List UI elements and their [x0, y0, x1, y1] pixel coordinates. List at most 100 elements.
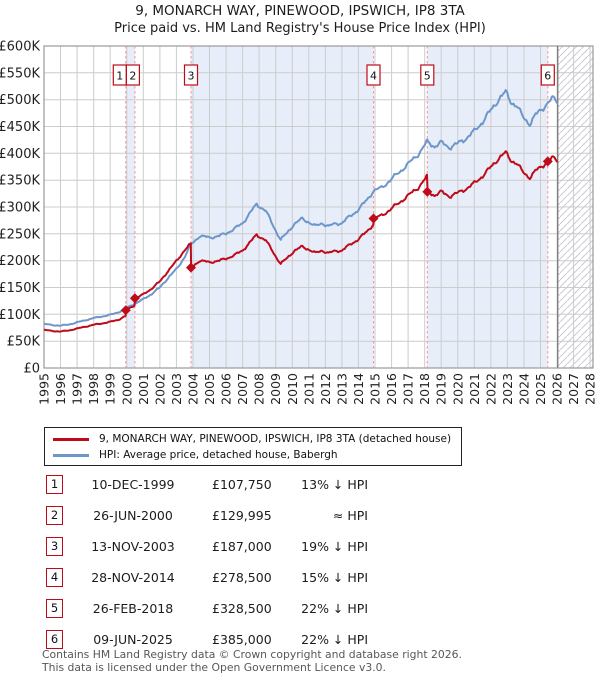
legend-item-price: 9, MONARCH WAY, PINEWOOD, IPSWICH, IP8 3…	[45, 431, 461, 447]
sale-price: £328,500	[212, 601, 272, 616]
sale-point-marker	[368, 213, 379, 224]
sale-number-badge: 1	[46, 475, 63, 494]
sale-marker-number: 4	[370, 70, 377, 83]
x-axis-tick-label: 2027	[566, 373, 581, 405]
y-axis-tick-label: £600K	[0, 40, 40, 55]
x-axis-tick-label: 2015	[368, 373, 383, 405]
sale-point-marker	[120, 305, 131, 316]
hpi-line-swatch	[53, 453, 89, 457]
x-axis-tick-label: 2002	[152, 373, 167, 405]
sale-vs-hpi: 19% ↓ HPI	[301, 539, 368, 554]
sale-row-4: 4 28-NOV-2014 £278,500 15% ↓ HPI	[0, 568, 600, 587]
sale-point-marker	[542, 156, 553, 167]
sale-date: 26-JUN-2000	[93, 508, 173, 523]
price-chart: 1 2 3 4 5 6 £0 £50K £100K £150K £200K £250K £300K £35…	[0, 40, 598, 405]
sale-row-2: 2 26-JUN-2000 £129,995 ≈ HPI	[0, 506, 600, 525]
sale-marker-box	[366, 64, 381, 86]
sale-point-marker	[422, 186, 433, 197]
sale-point-marker	[186, 262, 196, 273]
x-axis-tick-label: 2021	[467, 373, 482, 405]
x-axis-tick-label: 2013	[334, 373, 349, 405]
y-axis-tick-label: £50K	[7, 335, 41, 350]
x-axis-tick-label: 2023	[500, 373, 515, 405]
chart-svg: 1 2 3 4 5 6 £0 £50K £100K £150K £200K £250K £300K £35…	[0, 40, 598, 405]
y-axis-tick-label: £200K	[0, 254, 40, 269]
x-axis-tick-label: 2004	[186, 373, 201, 405]
y-axis-tick-label: £400K	[0, 147, 40, 162]
sale-vs-hpi: 13% ↓ HPI	[301, 477, 368, 492]
sale-marker-box	[125, 64, 141, 86]
sale-vs-hpi: ≈ HPI	[332, 508, 368, 523]
sale-number-badge: 6	[46, 630, 63, 649]
sale-number-badge: 3	[46, 537, 63, 556]
sale-marker-box	[420, 64, 435, 86]
x-axis-tick-label: 2009	[268, 373, 283, 405]
y-axis-tick-label: £300K	[0, 201, 40, 216]
y-axis-tick-label: £0	[23, 362, 40, 377]
footer-line-2: This data is licensed under the Open Gov…	[42, 660, 386, 674]
sale-row-5: 5 26-FEB-2018 £328,500 22% ↓ HPI	[0, 599, 600, 618]
x-axis-tick-label: 2028	[583, 373, 598, 405]
sale-row-6: 6 09-JUN-2025 £385,000 22% ↓ HPI	[0, 630, 600, 649]
sale-marker-number: 1	[116, 70, 123, 83]
x-axis-tick-label: 2022	[483, 373, 498, 405]
sale-marker-number: 2	[129, 70, 136, 83]
x-axis-tick-label: 2007	[235, 373, 250, 405]
x-axis-tick-label: 2016	[384, 373, 399, 405]
sale-date: 28-NOV-2014	[91, 570, 175, 585]
sale-row-3: 3 13-NOV-2003 £187,000 19% ↓ HPI	[0, 537, 600, 556]
x-axis-tick-label: 1996	[53, 373, 68, 405]
sale-number-badge: 2	[46, 506, 63, 525]
sale-vs-hpi: 22% ↓ HPI	[301, 601, 368, 616]
sale-price: £107,750	[212, 477, 272, 492]
sale-price: £278,500	[212, 570, 272, 585]
hpi-line-label: HPI: Average price, detached house, Babe…	[99, 449, 338, 461]
chart-legend: 9, MONARCH WAY, PINEWOOD, IPSWICH, IP8 3…	[44, 427, 462, 466]
sale-marker-number: 5	[424, 70, 431, 83]
x-axis-tick-label: 2018	[417, 373, 432, 405]
x-axis-tick-label: 2012	[318, 373, 333, 405]
x-axis-tick-label: 2011	[301, 373, 316, 405]
footer-line-1: Contains HM Land Registry data © Crown c…	[42, 648, 462, 661]
sale-date: 10-DEC-1999	[91, 477, 175, 492]
sale-number-badge: 5	[46, 599, 63, 618]
x-axis-tick-label: 2010	[285, 373, 300, 405]
x-axis-tick-label: 2006	[219, 373, 234, 405]
x-axis-tick-label: 1999	[103, 373, 118, 405]
x-axis-tick-label: 2014	[351, 373, 366, 405]
page-subtitle: Price paid vs. HM Land Registry's House …	[114, 21, 486, 36]
sale-row-1: 1 10-DEC-1999 £107,750 13% ↓ HPI	[0, 475, 600, 494]
hpi-line	[43, 89, 559, 327]
x-axis-tick-label: 2003	[169, 373, 184, 405]
price-line-swatch	[53, 437, 89, 441]
legend-item-hpi: HPI: Average price, detached house, Babe…	[45, 447, 461, 463]
sale-date: 13-NOV-2003	[91, 539, 175, 554]
x-axis-tick-label: 1997	[70, 373, 85, 405]
x-axis-tick-label: 2025	[533, 373, 548, 405]
sale-price: £187,000	[212, 539, 272, 554]
y-axis-tick-label: £250K	[0, 227, 40, 242]
x-axis-tick-label: 2019	[434, 373, 449, 405]
x-axis-tick-label: 2017	[401, 373, 416, 405]
x-axis-tick-label: 2026	[550, 373, 565, 405]
sale-point-marker	[129, 293, 140, 304]
x-axis-tick-label: 2000	[119, 373, 134, 405]
y-axis-tick-label: £350K	[0, 174, 40, 189]
sale-vs-hpi: 15% ↓ HPI	[301, 570, 368, 585]
y-axis-tick-label: £150K	[0, 281, 40, 296]
x-axis-tick-label: 2005	[202, 373, 217, 405]
x-axis-tick-label: 2024	[517, 373, 532, 405]
sale-marker-box	[183, 64, 199, 86]
license-footer: Contains HM Land Registry data © Crown c…	[42, 648, 582, 674]
sale-price: £129,995	[212, 508, 272, 523]
page-title: 9, MONARCH WAY, PINEWOOD, IPSWICH, IP8 3…	[135, 3, 465, 19]
sale-marker-number: 3	[188, 70, 195, 83]
sale-vs-hpi: 22% ↓ HPI	[301, 632, 368, 647]
y-axis-tick-label: £100K	[0, 308, 40, 323]
x-axis-tick-label: 2020	[450, 373, 465, 405]
sale-marker-box	[540, 64, 555, 86]
sale-date: 09-JUN-2025	[93, 632, 173, 647]
price-paid-line	[43, 150, 559, 333]
sale-marker-number: 6	[544, 70, 551, 83]
